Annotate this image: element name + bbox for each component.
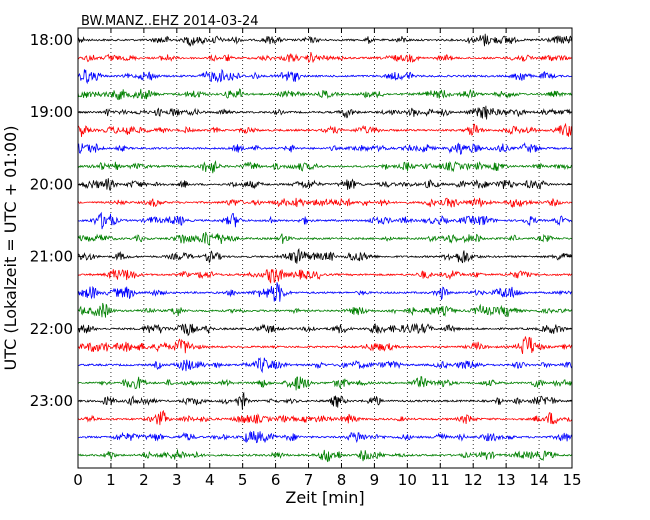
- y-tick-label: 21:00: [30, 248, 73, 266]
- x-tick-label: 13: [497, 471, 516, 489]
- y-tick-label: 18:00: [30, 31, 73, 49]
- trace-line: [77, 376, 573, 391]
- x-tick-label: 5: [238, 471, 248, 489]
- trace-line: [77, 211, 573, 230]
- x-tick-label: 2: [139, 471, 149, 489]
- y-tick-label: 19:00: [30, 103, 73, 121]
- trace-line: [77, 357, 573, 374]
- x-tick-label: 15: [562, 471, 581, 489]
- x-axis-label: Zeit [min]: [285, 488, 364, 507]
- trace-line: [77, 391, 573, 410]
- trace-line: [77, 231, 573, 246]
- y-tick-label: 23:00: [30, 392, 73, 410]
- trace-line: [77, 430, 573, 444]
- trace-line: [77, 142, 573, 155]
- x-tick-label: 4: [205, 471, 215, 489]
- y-tick-label: 20:00: [30, 175, 73, 193]
- x-tick-label: 6: [271, 471, 281, 489]
- x-tick-label: 1: [106, 471, 116, 489]
- chart-title: BW.MANZ..EHZ 2014-03-24: [81, 14, 259, 29]
- x-tick-label: 11: [431, 471, 450, 489]
- trace-line: [77, 122, 573, 137]
- x-tick-label: 3: [172, 471, 182, 489]
- trace-line: [77, 248, 573, 264]
- x-tick-label: 9: [370, 471, 380, 489]
- x-tick-label: 14: [530, 471, 549, 489]
- plot-frame: [77, 27, 573, 469]
- trace-line: [77, 33, 573, 47]
- seismogram-traces: [77, 33, 573, 463]
- trace-line: [77, 302, 573, 318]
- vertical-grid: [110, 28, 540, 468]
- x-tick-label: 10: [398, 471, 417, 489]
- x-axis-ticks: 0 1 2 3 4 5 6 7 8 9 10 11 12 13 14 15: [73, 28, 582, 489]
- x-tick-label: 7: [304, 471, 314, 489]
- y-axis-label: UTC (Lokalzeit = UTC + 01:00): [1, 126, 20, 371]
- y-axis-ticks: 18:00 19:00 20:00 21:00 22:00 23:00: [30, 31, 572, 410]
- x-tick-label: 0: [73, 471, 83, 489]
- trace-line: [77, 197, 573, 209]
- x-tick-label: 12: [464, 471, 483, 489]
- trace-line: [77, 178, 573, 191]
- trace-line: [77, 449, 573, 463]
- trace-line: [77, 336, 573, 355]
- trace-line: [77, 282, 573, 302]
- y-tick-label: 22:00: [30, 320, 73, 338]
- trace-line: [77, 68, 573, 85]
- trace-line: [77, 105, 573, 120]
- trace-line: [77, 269, 573, 284]
- trace-line: [77, 88, 573, 101]
- x-tick-label: 8: [337, 471, 347, 489]
- trace-line: [77, 322, 573, 337]
- trace-line: [77, 51, 573, 63]
- trace-line: [77, 409, 573, 426]
- trace-line: [77, 159, 573, 174]
